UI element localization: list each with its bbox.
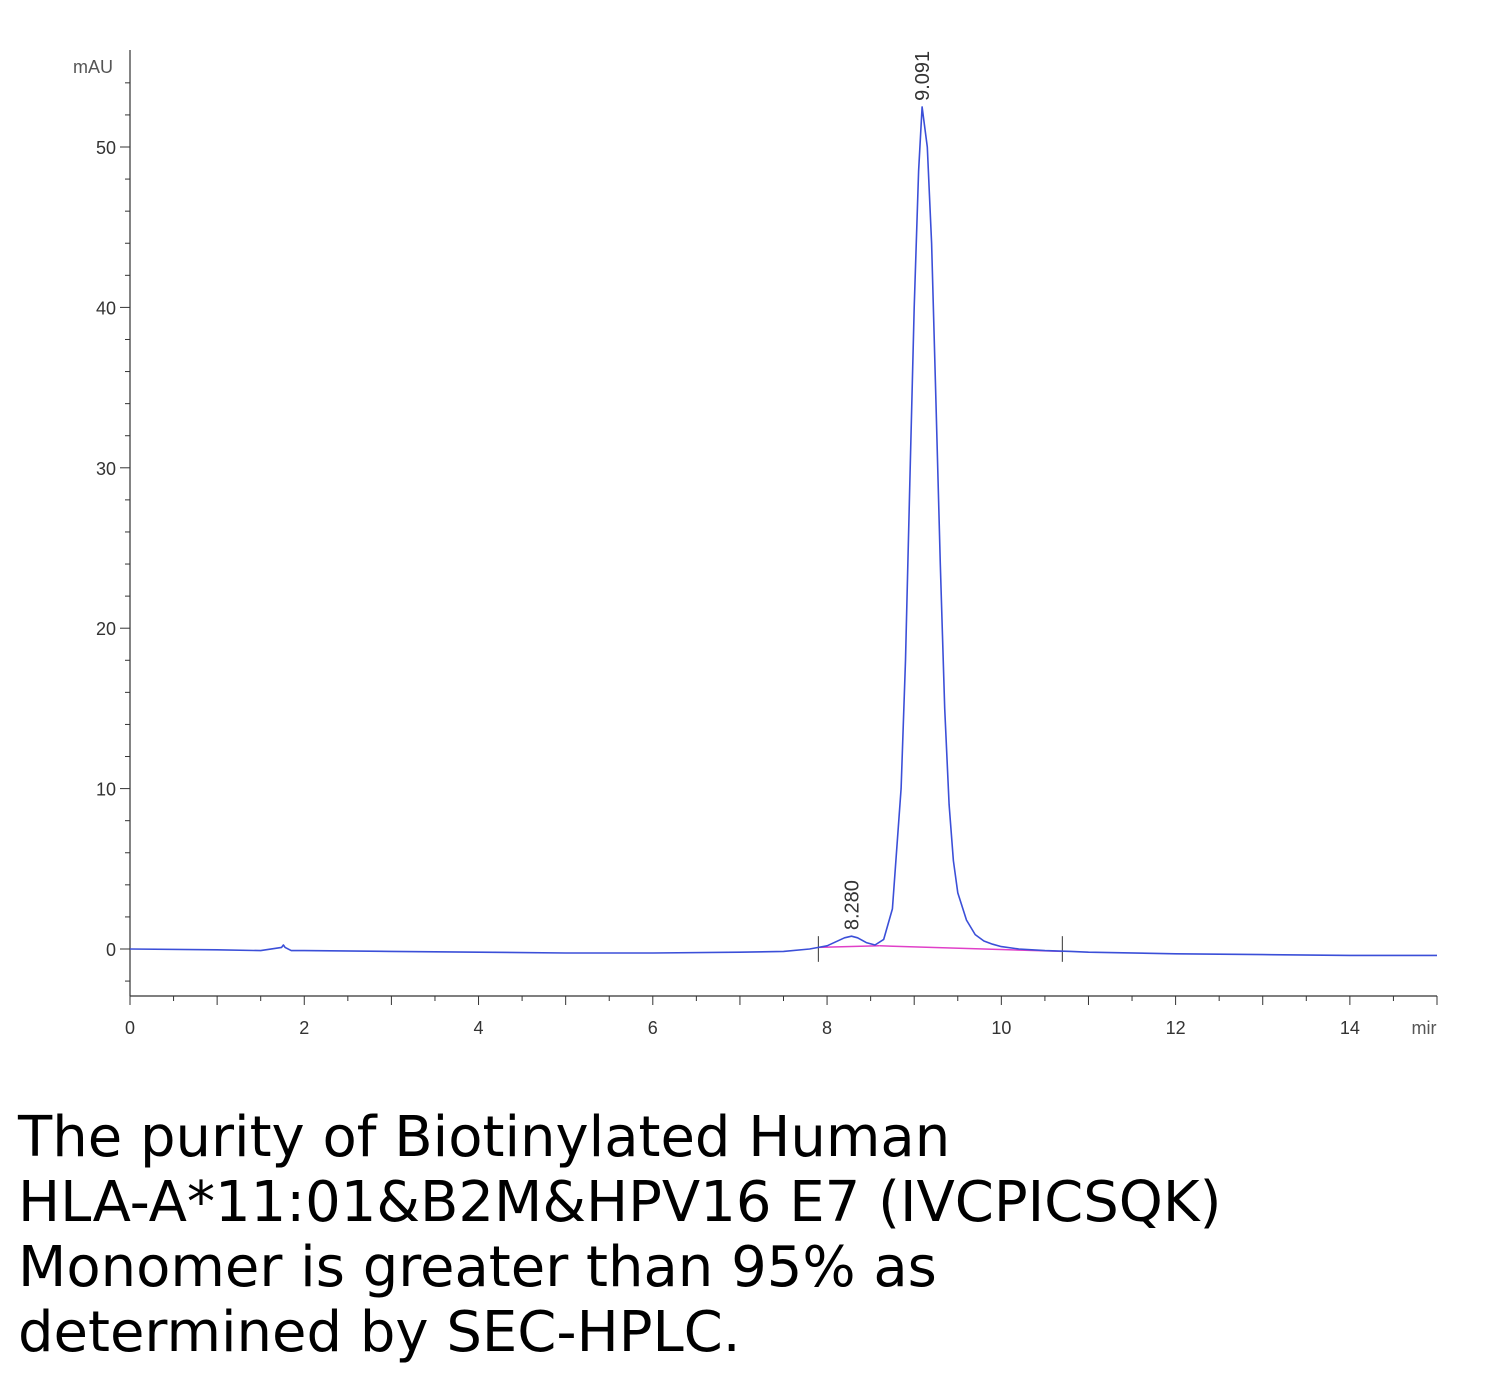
x-tick-label: 6 — [648, 1018, 658, 1038]
y-tick-label: 40 — [96, 298, 116, 318]
y-tick-label: 20 — [96, 619, 116, 639]
x-axis-unit-label: mir — [1412, 1018, 1437, 1038]
caption-line-4: determined by SEC-HPLC. — [18, 1300, 741, 1365]
x-tick-label: 2 — [299, 1018, 309, 1038]
x-tick-label: 0 — [125, 1018, 135, 1038]
peak-label: 9.091 — [912, 51, 934, 101]
caption-line-3: Monomer is greater than 95% as — [18, 1235, 937, 1300]
y-tick-label: 10 — [96, 780, 116, 800]
integration-baseline — [818, 945, 880, 949]
y-tick-label: 30 — [96, 459, 116, 479]
caption-line-1: The purity of Biotinylated Human — [18, 1105, 951, 1170]
x-tick-label: 4 — [474, 1018, 484, 1038]
chromatogram-chart: 0 10 20 30 40 50 mAU 0 2 4 6 8 10 12 14 mir 8.280 9.091 — [73, 50, 1438, 1038]
chromatogram-trace — [129, 106, 1437, 957]
y-tick-label: 0 — [106, 940, 116, 960]
peak-label: 8.280 — [841, 880, 863, 930]
x-tick-label: 12 — [1166, 1018, 1186, 1038]
y-axis-unit-label: mAU — [73, 57, 113, 77]
figure-caption: The purity of Biotinylated Human HLA-A*1… — [18, 1105, 1478, 1365]
x-tick-label: 10 — [991, 1018, 1011, 1038]
caption-line-2: HLA-A*11:01&B2M&HPV16 E7 (IVCPICSQK) — [18, 1170, 1222, 1235]
y-tick-label: 50 — [96, 138, 116, 158]
x-tick-label: 8 — [822, 1018, 832, 1038]
x-tick-label: 14 — [1340, 1018, 1360, 1038]
chromatogram-svg: 0 10 20 30 40 50 mAU 0 2 4 6 8 10 12 14 mir 8.280 9.091 — [73, 50, 1438, 1038]
